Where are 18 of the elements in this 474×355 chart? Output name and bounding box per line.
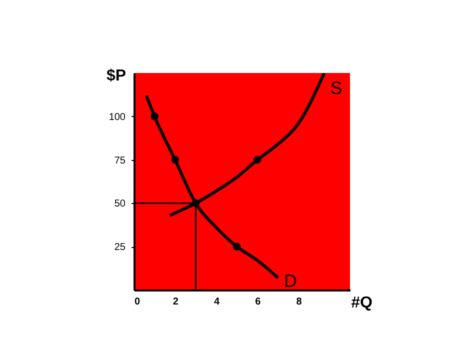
x-tick-label: 0 <box>134 296 140 308</box>
point <box>192 199 200 208</box>
point <box>232 242 241 250</box>
x-tick-label: 6 <box>255 296 262 308</box>
series-label: D <box>284 270 297 291</box>
y-tick-label: 100 <box>108 112 126 123</box>
x-tick-label: 4 <box>214 296 220 308</box>
series-label: S <box>330 78 342 98</box>
point <box>254 156 262 164</box>
x-tick-label: 2 <box>172 296 179 308</box>
y-tick-label: 75 <box>114 155 126 166</box>
y-tick-label: 25 <box>114 242 126 254</box>
y-axis-title: $P <box>106 68 126 84</box>
point <box>171 156 180 164</box>
point <box>150 112 158 120</box>
x-tick-label: 8 <box>296 296 302 308</box>
x-axis-title: #Q <box>351 294 372 312</box>
y-tick-label: 50 <box>114 198 126 210</box>
